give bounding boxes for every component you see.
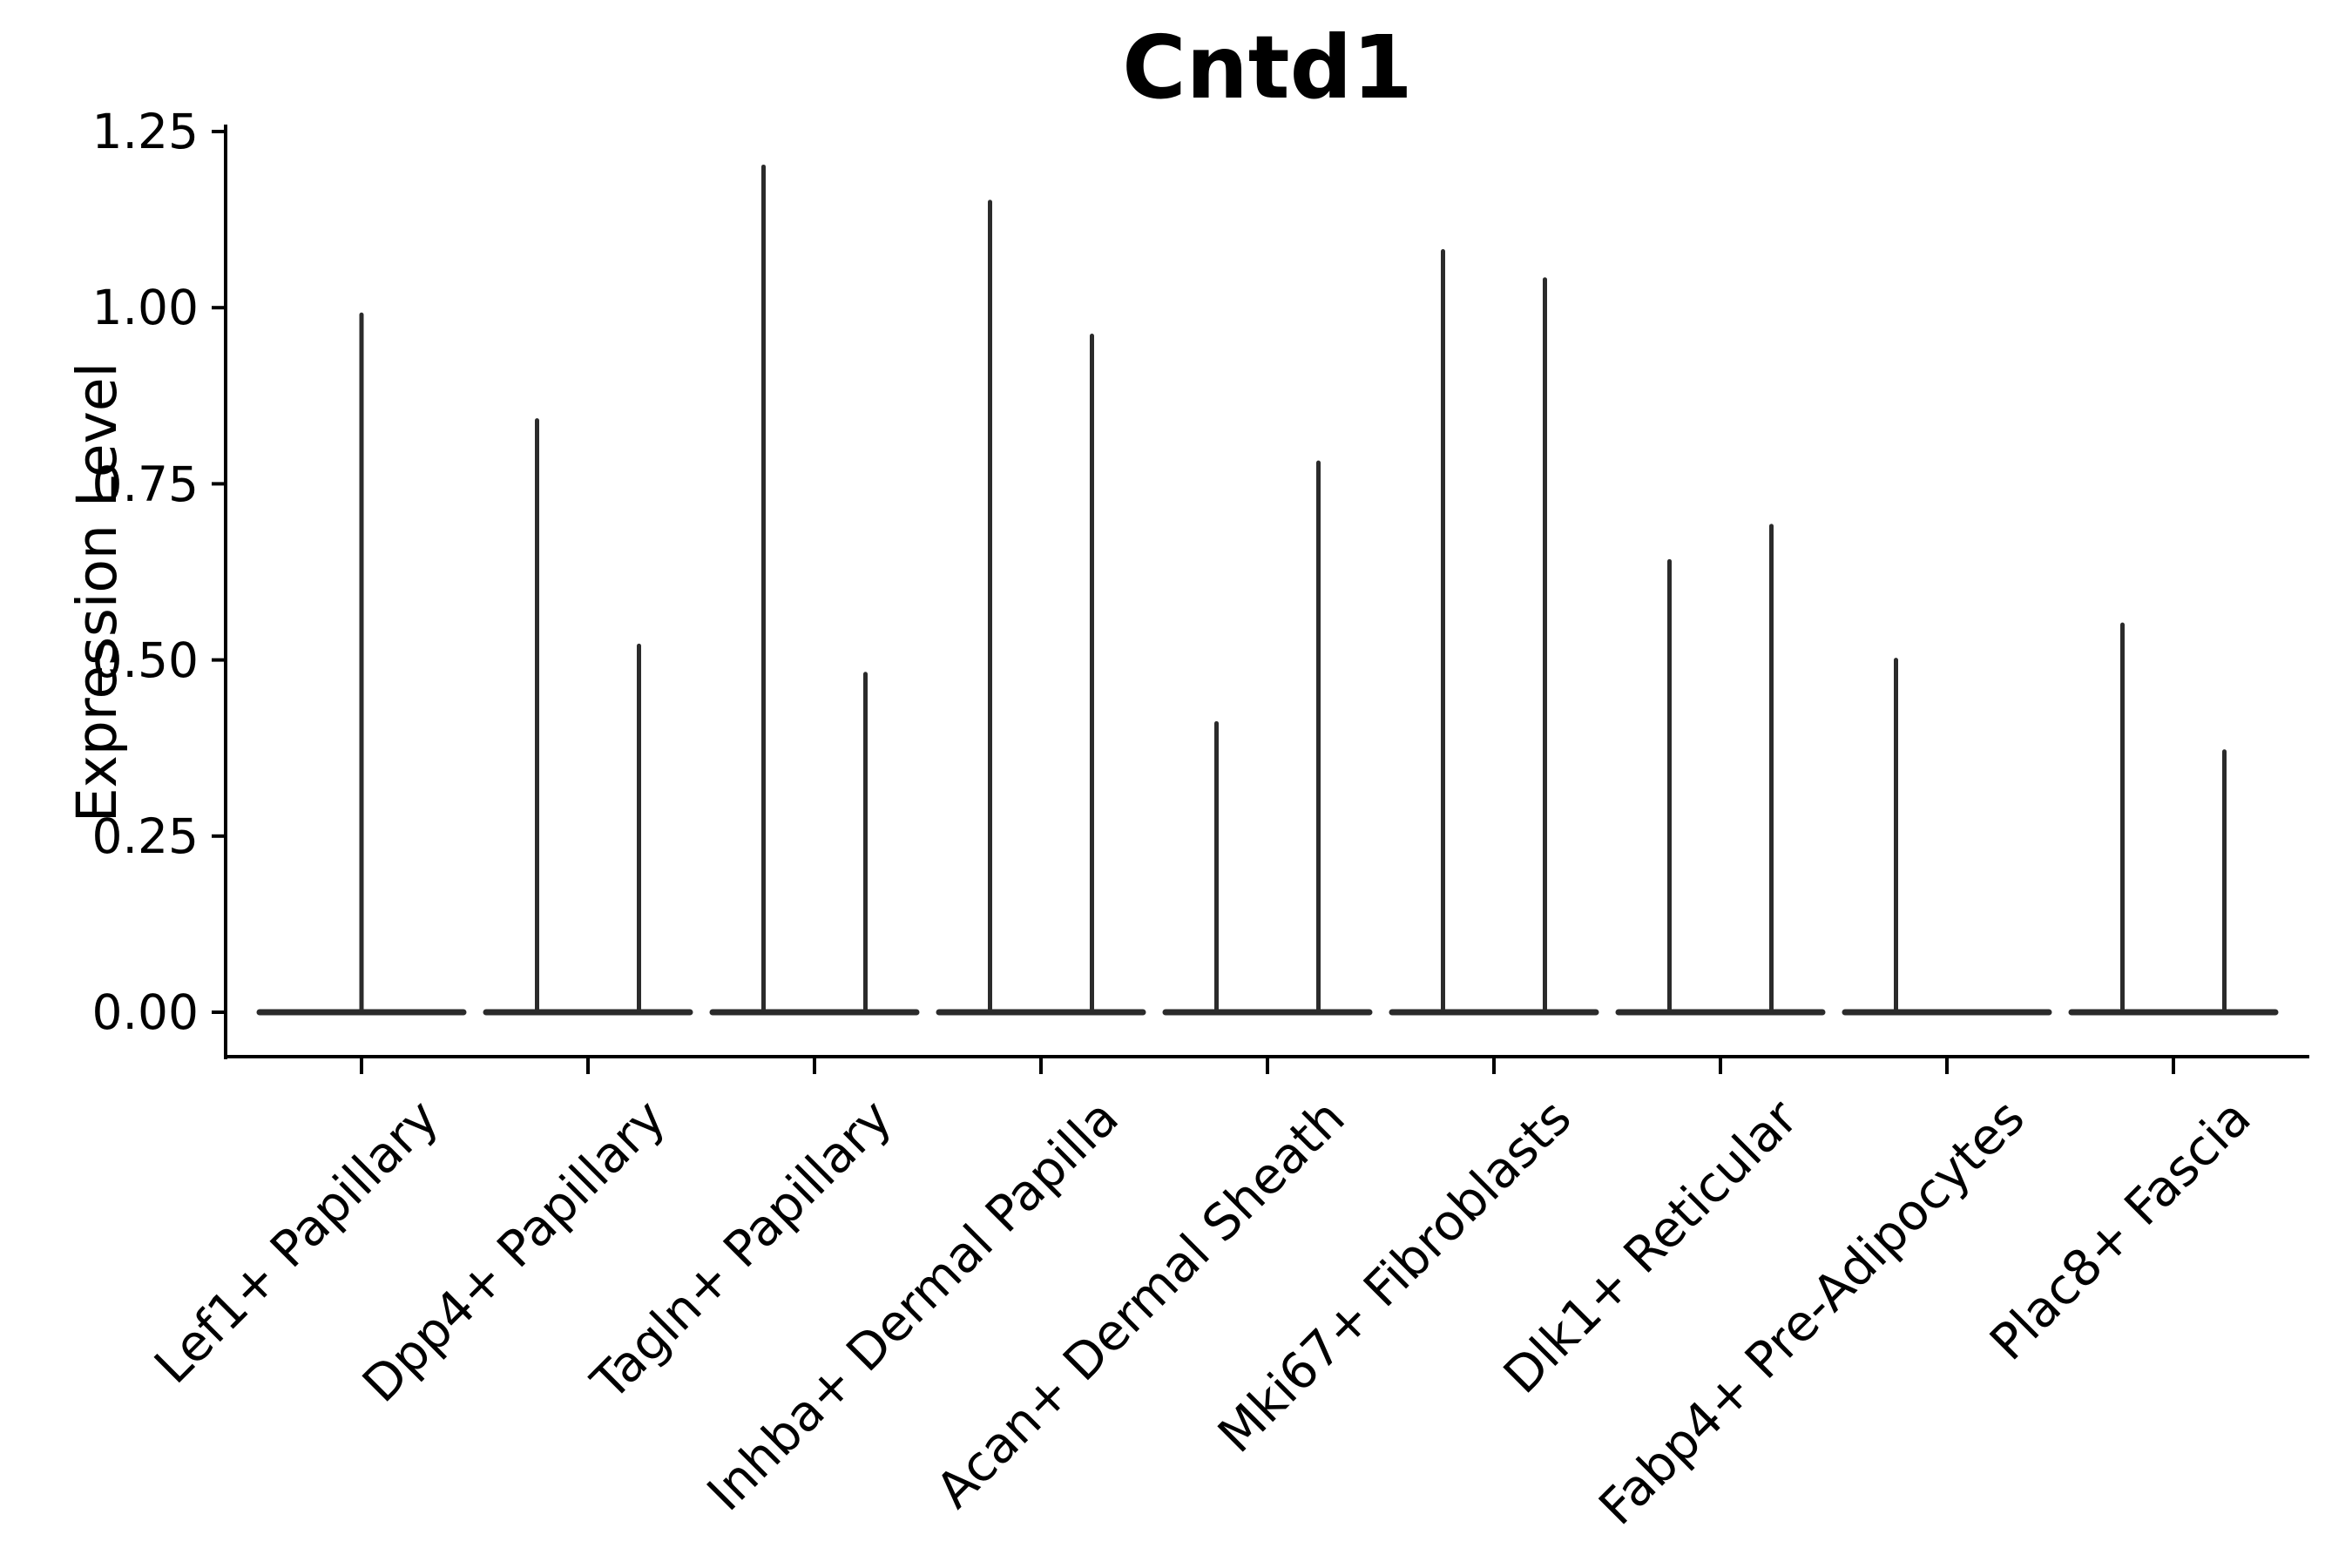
ytick-label-0-75: 0.75 [91,456,199,512]
ytick-label-0-50: 0.50 [91,632,199,688]
ytick-label-1-25: 1.25 [91,104,199,159]
ytick-label-0-00: 0.00 [91,984,199,1040]
ytick-label-0-25: 0.25 [91,808,199,864]
ytick-label-1-00: 1.00 [91,280,199,335]
axis-ticks [212,130,2175,1074]
violins [256,164,2279,1016]
chart-title: Cntd1 [1122,17,1413,118]
